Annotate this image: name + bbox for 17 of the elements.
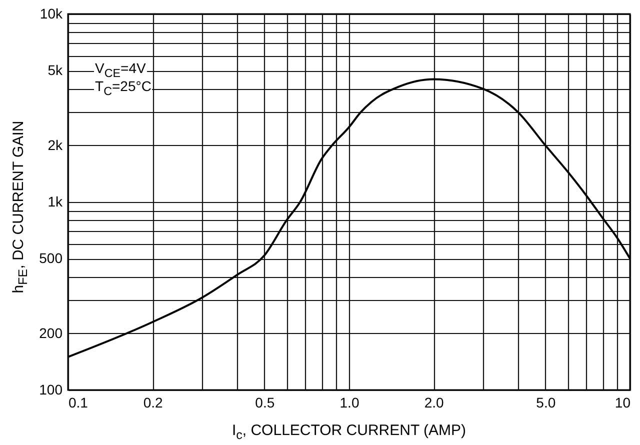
x-tick-label: 1.0	[340, 394, 360, 410]
y-tick-label: 200	[39, 324, 63, 341]
x-tick-label: 2.0	[424, 394, 444, 410]
annotation: T$_{C}$=25°C	[94, 78, 152, 98]
y-tick-label: 5k	[48, 62, 64, 78]
x-tick-label: 0.5	[255, 394, 275, 410]
y-tick-label: 100	[39, 382, 63, 398]
x-tick-label: 0.1	[68, 394, 88, 410]
annotation: V$_{CE}$=4V	[94, 60, 147, 80]
x-axis-title: I$_{c}$, COLLECTOR CURRENT (AMP)	[232, 422, 466, 442]
y-tick-label: 2k	[48, 136, 64, 153]
y-tick-label: 1k	[48, 194, 64, 210]
x-tick-label: 5.0	[536, 394, 556, 410]
y-tick-label: 500	[39, 250, 63, 266]
y-tick-label: 10k	[40, 6, 64, 22]
x-tick-label: 10	[614, 394, 631, 410]
x-tick-label: 0.2	[143, 394, 164, 410]
